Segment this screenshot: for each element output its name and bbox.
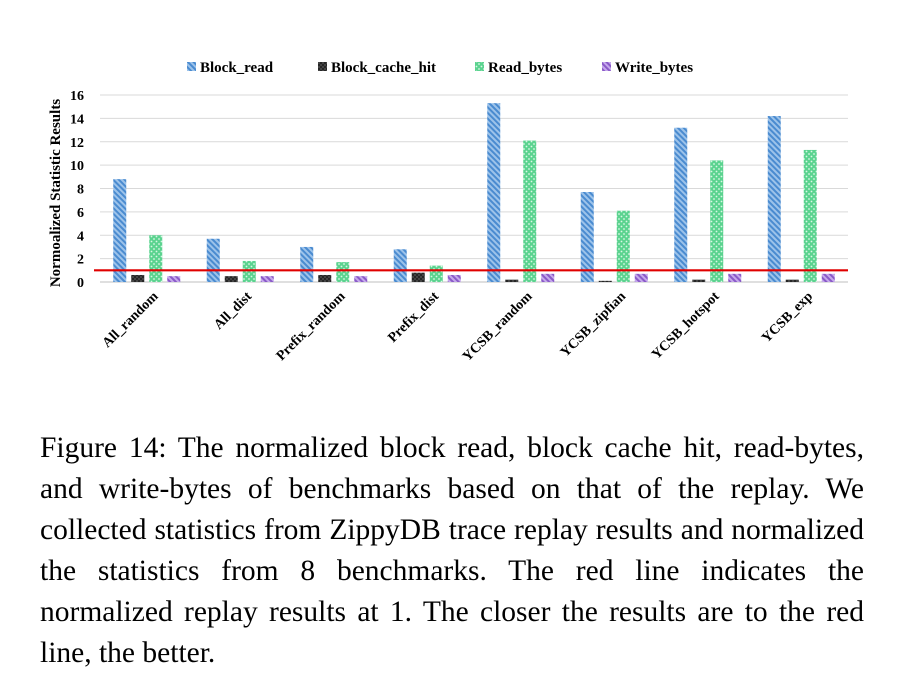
bar-read-bytes-ycsb-exp <box>803 149 817 282</box>
chart-gridlines <box>100 94 848 283</box>
bar-write-bytes-prefix-random <box>354 276 368 282</box>
bar-write-bytes-ycsb-exp <box>821 273 835 282</box>
chart-bars <box>113 103 835 283</box>
y-axis: 0 2 4 6 8 10 12 14 16 <box>70 89 848 291</box>
bar-block-cache-hit-all-random <box>131 274 145 282</box>
y-tick-label: 8 <box>77 183 84 198</box>
bar-block-read-all-dist <box>206 238 220 282</box>
bar-read-bytes-all-random <box>149 235 163 282</box>
bar-block-read-ycsb-hotspot <box>674 127 688 282</box>
y-axis-label: Normoalized Statistic Results <box>48 99 64 287</box>
chart-legend: Block_read Block_cache_hit Read_bytes Write… <box>187 60 693 76</box>
bar-chart: Block_read Block_cache_hit Read_bytes Write… <box>48 60 848 365</box>
x-axis: All_random All_dist Prefix_random Prefix_di… <box>100 289 816 365</box>
legend-label: Read_bytes <box>488 60 562 76</box>
x-tick-label: Prefix_random <box>274 289 349 364</box>
y-tick-label: 4 <box>77 229 84 244</box>
bar-block-cache-hit-ycsb-exp <box>785 279 799 282</box>
x-tick-label: All_random <box>100 289 162 351</box>
legend-swatch <box>602 62 611 71</box>
bar-block-read-all-random <box>113 179 127 282</box>
bar-block-read-ycsb-zipfian <box>580 192 594 282</box>
bar-write-bytes-ycsb-zipfian <box>634 273 648 282</box>
x-tick-label: All_dist <box>211 289 255 333</box>
bar-block-cache-hit-prefix-random <box>318 274 332 282</box>
bar-block-cache-hit-all-dist <box>224 276 238 282</box>
bar-block-cache-hit-ycsb-hotspot <box>692 279 706 282</box>
bar-read-bytes-ycsb-zipfian <box>616 210 630 282</box>
legend-swatch <box>318 62 327 71</box>
bar-block-read-ycsb-exp <box>767 116 781 282</box>
bar-write-bytes-ycsb-random <box>541 273 555 282</box>
legend-swatch <box>475 62 484 71</box>
legend-label: Block_cache_hit <box>331 60 436 76</box>
bar-write-bytes-all-dist <box>260 276 274 282</box>
bar-write-bytes-prefix-dist <box>447 274 461 282</box>
bar-block-cache-hit-prefix-dist <box>411 272 425 282</box>
x-tick-label: YCSB_hotspot <box>649 289 723 363</box>
bar-write-bytes-all-random <box>167 276 181 282</box>
x-tick-label: YCSB_zipfian <box>558 289 629 360</box>
y-tick-label: 16 <box>70 89 84 104</box>
bar-read-bytes-prefix-random <box>336 262 350 282</box>
y-tick-label: 12 <box>70 136 84 151</box>
bar-block-cache-hit-ycsb-random <box>505 279 519 282</box>
bar-block-read-prefix-dist <box>393 249 407 282</box>
y-tick-label: 2 <box>77 253 84 268</box>
bar-block-cache-hit-ycsb-zipfian <box>598 280 612 282</box>
y-tick-label: 0 <box>77 276 84 291</box>
figure-caption: Figure 14: The normalized block read, bl… <box>40 432 864 669</box>
legend-label: Write_bytes <box>615 60 693 76</box>
y-tick-label: 10 <box>70 159 84 174</box>
legend-label: Block_read <box>200 60 274 76</box>
bar-read-bytes-prefix-dist <box>429 265 443 282</box>
y-tick-label: 6 <box>77 206 84 221</box>
x-tick-label: YCSB_exp <box>759 289 816 346</box>
x-tick-label: Prefix_dist <box>385 289 442 346</box>
y-tick-label: 14 <box>70 112 84 127</box>
legend-swatch <box>187 62 196 71</box>
bar-block-read-prefix-random <box>300 246 314 282</box>
x-tick-label: YCSB_random <box>460 289 536 365</box>
bar-read-bytes-ycsb-hotspot <box>710 160 724 282</box>
bar-block-read-ycsb-random <box>487 103 501 283</box>
bar-read-bytes-all-dist <box>242 260 256 282</box>
bar-read-bytes-ycsb-random <box>523 140 537 282</box>
bar-write-bytes-ycsb-hotspot <box>728 273 742 282</box>
